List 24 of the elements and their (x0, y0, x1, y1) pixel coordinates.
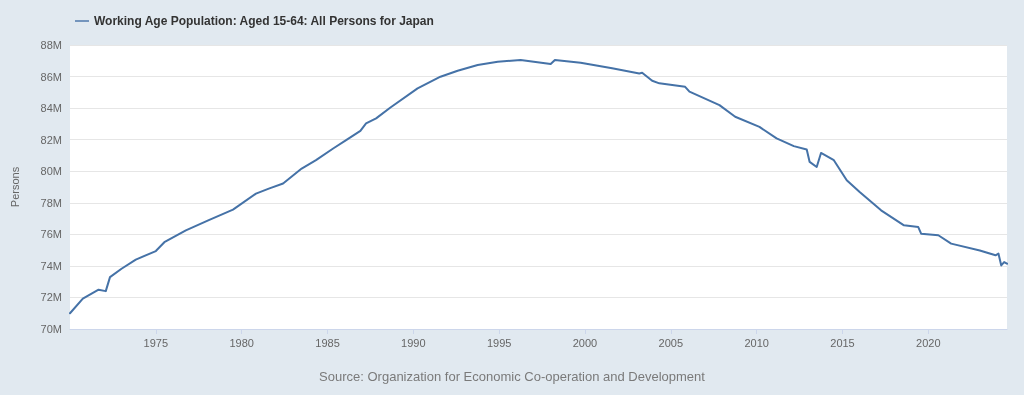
x-tick-label: 1975 (143, 336, 169, 349)
y-tick-label: 74M (40, 259, 62, 272)
y-tick-label: 86M (40, 70, 62, 83)
x-tick-label: 1995 (486, 336, 512, 349)
y-tick-label: 70M (40, 323, 62, 335)
line-series (69, 58, 1008, 315)
x-tick-label: 1990 (401, 336, 426, 349)
y-tick-label: 84M (40, 102, 62, 115)
x-tick-label: 2015 (830, 336, 855, 349)
x-tick-label: 2020 (916, 336, 941, 349)
y-tick-label: 80M (40, 165, 62, 178)
x-tick-label: 1980 (229, 336, 254, 349)
y-tick-label: 76M (40, 228, 62, 241)
y-tick-label: 72M (40, 291, 62, 304)
x-tick-label: 2005 (658, 336, 684, 349)
y-tick-label: 88M (40, 39, 62, 51)
x-tick-label: 2010 (744, 336, 769, 349)
y-tick-label: 78M (40, 196, 62, 209)
x-tick-label: 2000 (572, 336, 598, 349)
y-tick-label: 82M (40, 133, 62, 146)
legend-label: Working Age Population: Aged 15-64: All Persons for Japan (94, 14, 434, 28)
y-axis-title: Persons (8, 166, 21, 208)
source-note: Source: Organization for Economic Co-operation and Development (319, 369, 706, 384)
x-tick-label: 1985 (315, 336, 340, 349)
